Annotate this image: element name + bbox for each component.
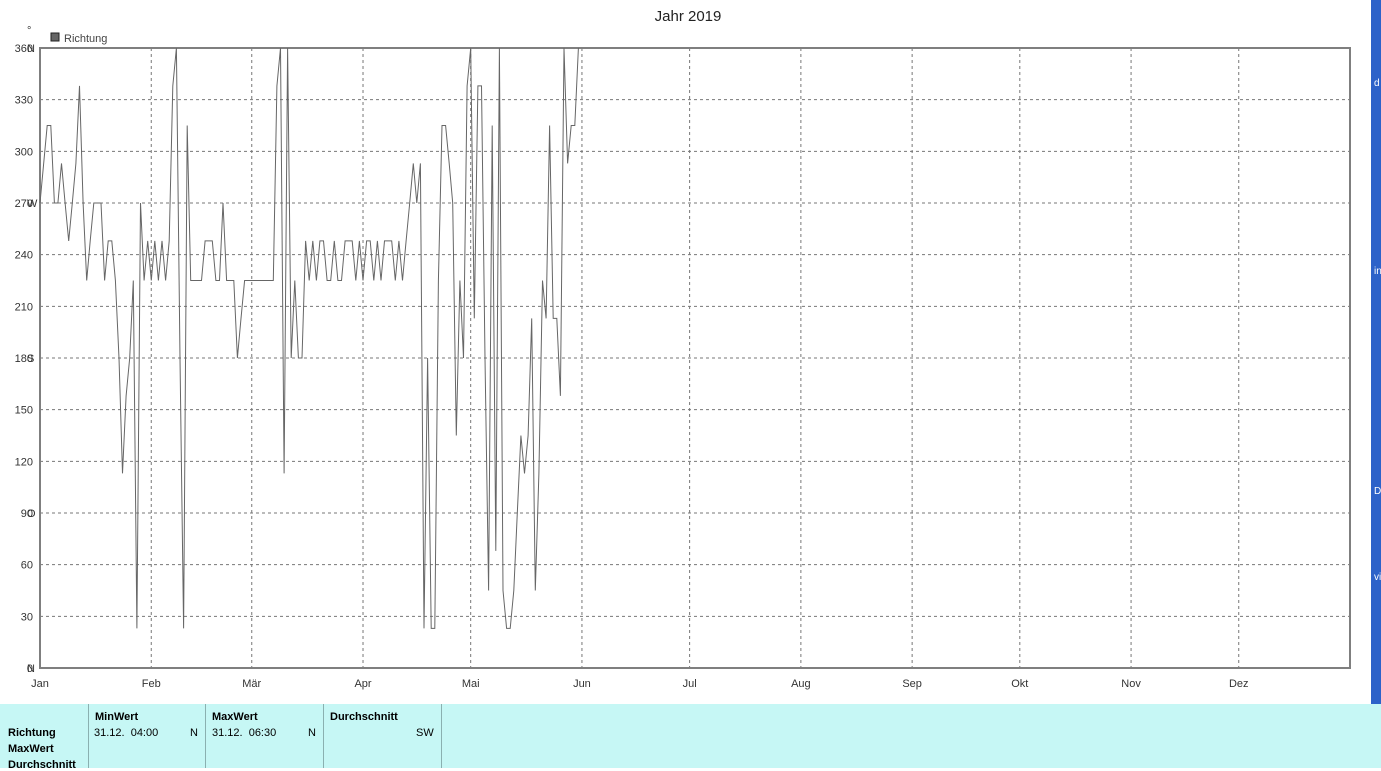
y-tick-direction: N xyxy=(27,663,35,675)
side-strip-letter: vi xyxy=(1374,572,1381,583)
y-tick-label: 0 xyxy=(27,663,33,675)
x-tick-label: Feb xyxy=(142,678,161,690)
row-label: Durchschnitt xyxy=(8,759,76,771)
y-tick-label: 360 xyxy=(15,43,33,55)
x-tick-label: Jun xyxy=(573,678,591,690)
column-header: Durchschnitt xyxy=(330,711,398,723)
row-label: Richtung xyxy=(8,727,56,739)
plot-frame xyxy=(39,47,1351,669)
y-tick-label: 270 xyxy=(15,198,33,210)
row-label-column: Richtung MaxWert Durchschnitt xyxy=(0,704,89,771)
y-tick-direction: S xyxy=(27,353,34,365)
y-tick-label: 180 xyxy=(15,353,33,365)
legend-swatch xyxy=(50,32,60,42)
minwert-datetime: 31.12. 04:00 xyxy=(94,727,159,739)
column-header: MaxWert xyxy=(212,711,258,723)
x-tick-label: Okt xyxy=(1011,678,1028,690)
side-strip xyxy=(1371,0,1381,704)
x-tick-label: Jul xyxy=(683,678,697,690)
x-tick-label: Aug xyxy=(791,678,811,690)
grid xyxy=(40,48,1350,668)
x-tick-label: Sep xyxy=(902,678,922,690)
maxwert-datetime: 31.12. 06:30 xyxy=(212,727,277,739)
y-tick-label: 240 xyxy=(15,250,33,262)
x-tick-label: Dez xyxy=(1229,678,1249,690)
y-tick-label: 330 xyxy=(15,95,33,107)
x-tick-label: Apr xyxy=(354,678,371,690)
degree-mark: ° xyxy=(27,25,31,37)
y-tick-label: 150 xyxy=(15,405,33,417)
x-tick-label: Nov xyxy=(1121,678,1141,690)
minwert-column: MinWert 31.12. 04:00 N xyxy=(89,704,206,768)
row-label: MaxWert xyxy=(8,743,54,755)
x-axis: Jan Feb Mär Apr Mai Jun Jul Aug Sep Okt Nov Dez xyxy=(31,678,1248,690)
x-tick-label: Jan xyxy=(31,678,49,690)
durchschnitt-value: SW xyxy=(416,727,434,739)
y-tick-direction: O xyxy=(27,508,36,520)
series-line-richtung xyxy=(39,47,579,629)
side-strip-letter: in xyxy=(1374,266,1381,277)
legend-label: Richtung xyxy=(64,33,107,45)
side-strip-letter: d xyxy=(1374,78,1380,89)
wind-direction-chart: Jahr 2019 ° Richtung 0N306090O120150180S… xyxy=(15,8,1351,690)
durchschnitt-column: Durchschnitt SW xyxy=(324,704,442,768)
x-tick-label: Mär xyxy=(242,678,261,690)
chart-title: Jahr 2019 xyxy=(655,8,722,25)
y-tick-direction: W xyxy=(27,198,38,210)
y-tick-direction: N xyxy=(27,43,35,55)
y-tick-label: 120 xyxy=(15,456,33,468)
y-tick-label: 30 xyxy=(21,611,33,623)
x-tick-label: Mai xyxy=(462,678,480,690)
minwert-value: N xyxy=(190,727,198,739)
stats-panel: Richtung MaxWert Durchschnitt MinWert 31… xyxy=(0,704,1381,771)
y-tick-label: 300 xyxy=(15,146,33,158)
y-tick-label: 210 xyxy=(15,301,33,313)
side-strip-letter: D xyxy=(1374,486,1381,497)
maxwert-value: N xyxy=(308,727,316,739)
y-tick-label: 60 xyxy=(21,560,33,572)
maxwert-column: MaxWert 31.12. 06:30 N xyxy=(206,704,324,768)
y-tick-label: 90 xyxy=(21,508,33,520)
column-header: MinWert xyxy=(95,711,139,723)
